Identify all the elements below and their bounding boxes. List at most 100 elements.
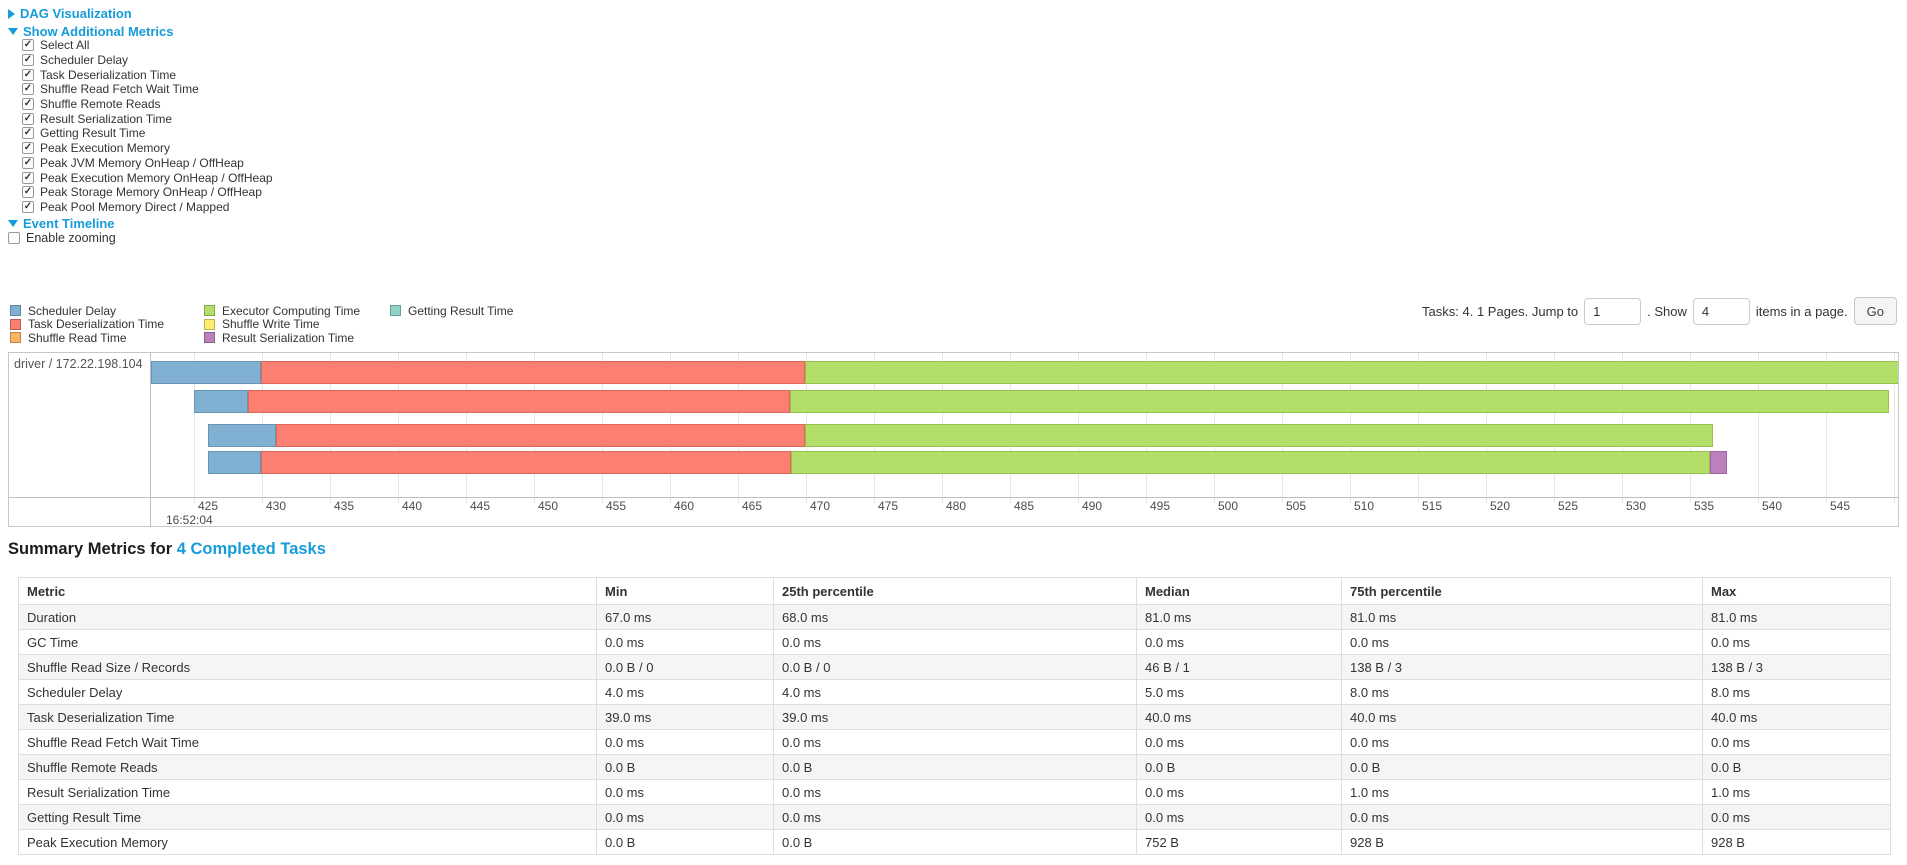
show-additional-metrics-label: Show Additional Metrics: [23, 24, 174, 39]
summary-metrics-heading: Summary Metrics for 4 Completed Tasks: [8, 540, 326, 559]
legend-label: Getting Result Time: [408, 303, 514, 318]
metric-checkbox-row: Peak Storage Memory OnHeap / OffHeap: [22, 185, 273, 200]
legend-item: Shuffle Read Time: [10, 331, 204, 345]
task-bar-segment-result-serialization[interactable]: [1710, 451, 1727, 474]
metric-checkbox-label: Result Serialization Time: [40, 111, 173, 126]
chevron-down-icon: [8, 28, 18, 35]
table-cell: 0.0 B: [596, 829, 774, 855]
task-bar-segment-task-deserialization[interactable]: [248, 390, 790, 413]
axis-tick-label: 505: [1286, 499, 1307, 513]
metric-checkbox[interactable]: [22, 39, 34, 52]
table-row: Shuffle Remote Reads 0.0 B 0.0 B 0.0 B 0.0 B…: [18, 754, 1891, 780]
metric-checkbox[interactable]: [22, 68, 34, 81]
task-bar-segment-scheduler-delay[interactable]: [151, 361, 261, 384]
enable-zooming-row: Enable zooming: [8, 231, 116, 245]
task-bar-segment-task-deserialization[interactable]: [260, 451, 792, 474]
event-timeline-toggle[interactable]: Event Timeline: [8, 216, 115, 231]
metric-checkbox[interactable]: [22, 186, 34, 199]
metric-checkbox[interactable]: [22, 156, 34, 169]
jump-to-page-input[interactable]: [1584, 297, 1642, 325]
table-cell: 0.0 ms: [1341, 729, 1703, 755]
metric-checkbox-row: Select All: [22, 38, 273, 53]
timeline-legend: Scheduler Delay Task Deserialization Time…: [10, 304, 513, 345]
table-cell: 0.0 B: [1136, 754, 1342, 780]
legend-swatch-shuffle_read: [10, 332, 21, 344]
table-row: Task Deserialization Time 39.0 ms 39.0 ms 4…: [18, 704, 1891, 730]
metric-checkbox[interactable]: [22, 112, 34, 125]
axis-tick-label: 475: [878, 499, 899, 513]
table-cell: 0.0 B: [1341, 754, 1703, 780]
metric-checkbox-label: Peak Execution Memory: [40, 141, 171, 156]
legend-swatch-scheduler_delay: [10, 305, 21, 317]
table-cell: 0.0 ms: [596, 629, 774, 655]
legend-item: Executor Computing Time: [204, 304, 390, 318]
task-bar-segment-scheduler-delay[interactable]: [207, 451, 261, 474]
table-cell: Result Serialization Time: [18, 779, 597, 805]
table-cell: 39.0 ms: [596, 704, 774, 730]
executor-group-label: driver / 172.22.198.104: [14, 357, 143, 371]
legend-item: Task Deserialization Time: [10, 317, 204, 331]
metric-checkbox[interactable]: [22, 142, 34, 155]
task-bar-segment-executor-computing[interactable]: [804, 361, 1898, 384]
table-cell: 0.0 B / 0: [773, 654, 1137, 680]
table-row: Getting Result Time 0.0 ms 0.0 ms 0.0 ms 0.0…: [18, 804, 1891, 830]
table-cell: 0.0 ms: [773, 629, 1137, 655]
table-row: Duration 67.0 ms 68.0 ms 81.0 ms 81.0 ms 81.0…: [18, 604, 1891, 630]
metric-checkbox-row: Shuffle Remote Reads: [22, 97, 273, 112]
table-cell: 68.0 ms: [773, 604, 1137, 630]
completed-tasks-link[interactable]: 4 Completed Tasks: [176, 540, 326, 558]
metric-checkbox[interactable]: [22, 127, 34, 140]
table-cell: 81.0 ms: [1702, 604, 1891, 630]
table-cell: Peak Execution Memory: [18, 829, 597, 855]
legend-item: Shuffle Write Time: [204, 317, 390, 331]
axis-tick-label: 530: [1626, 499, 1647, 513]
enable-zooming-checkbox[interactable]: [8, 232, 20, 244]
table-cell: 4.0 ms: [596, 679, 774, 705]
metric-checkbox[interactable]: [22, 83, 34, 96]
table-cell: 928 B: [1341, 829, 1703, 855]
metric-checkbox-label: Shuffle Read Fetch Wait Time: [40, 82, 199, 97]
table-cell: Task Deserialization Time: [18, 704, 597, 730]
legend-swatch-result_serialization: [204, 332, 215, 344]
task-bar-segment-executor-computing[interactable]: [804, 424, 1714, 447]
chevron-right-icon: [8, 8, 15, 19]
pagination-summary-text: Tasks: 4. 1 Pages. Jump to: [1422, 303, 1579, 319]
metric-checkbox[interactable]: [22, 54, 34, 67]
axis-tick-label: 465: [742, 499, 763, 513]
table-cell: 5.0 ms: [1136, 679, 1342, 705]
task-bar-segment-task-deserialization[interactable]: [275, 424, 805, 447]
table-cell: 0.0 ms: [773, 779, 1137, 805]
table-cell: 8.0 ms: [1341, 679, 1703, 705]
go-button[interactable]: Go: [1853, 297, 1897, 325]
task-bar-segment-executor-computing[interactable]: [791, 451, 1711, 474]
task-bar-segment-task-deserialization[interactable]: [260, 361, 805, 384]
table-cell: 928 B: [1702, 829, 1891, 855]
metric-checkbox-label: Peak Storage Memory OnHeap / OffHeap: [40, 185, 262, 200]
task-bar-segment-scheduler-delay[interactable]: [207, 424, 276, 447]
metric-checkbox-label: Shuffle Remote Reads: [40, 97, 161, 112]
table-row: Peak Execution Memory 0.0 B 0.0 B 752 B 928 …: [18, 829, 1891, 855]
metric-checkbox[interactable]: [22, 98, 34, 111]
metric-checkbox[interactable]: [22, 171, 34, 184]
pagination-show-text: . Show: [1647, 303, 1687, 319]
timeline-group-panel: driver / 172.22.198.104: [9, 353, 151, 526]
dag-visualization-toggle[interactable]: DAG Visualization: [8, 6, 132, 21]
table-cell: 81.0 ms: [1341, 604, 1703, 630]
show-additional-metrics-toggle[interactable]: Show Additional Metrics: [8, 24, 173, 39]
items-per-page-input[interactable]: [1692, 297, 1750, 325]
table-cell: 0.0 B: [596, 754, 774, 780]
metric-checkbox[interactable]: [22, 200, 34, 213]
legend-item: Scheduler Delay: [10, 304, 204, 318]
task-bar-segment-executor-computing[interactable]: [789, 390, 1889, 413]
legend-swatch-executor_computing: [204, 305, 215, 317]
table-cell: 4.0 ms: [773, 679, 1137, 705]
table-cell: 40.0 ms: [1136, 704, 1342, 730]
table-cell: 40.0 ms: [1341, 704, 1703, 730]
table-cell: 0.0 B: [1702, 754, 1891, 780]
metric-checkbox-row: Peak Pool Memory Direct / Mapped: [22, 200, 273, 215]
task-bar-segment-scheduler-delay[interactable]: [194, 390, 249, 413]
metric-checkbox-row: Peak Execution Memory OnHeap / OffHeap: [22, 170, 273, 185]
table-row: Result Serialization Time 0.0 ms 0.0 ms 0.0…: [18, 779, 1891, 805]
axis-tick-label: 525: [1558, 499, 1579, 513]
